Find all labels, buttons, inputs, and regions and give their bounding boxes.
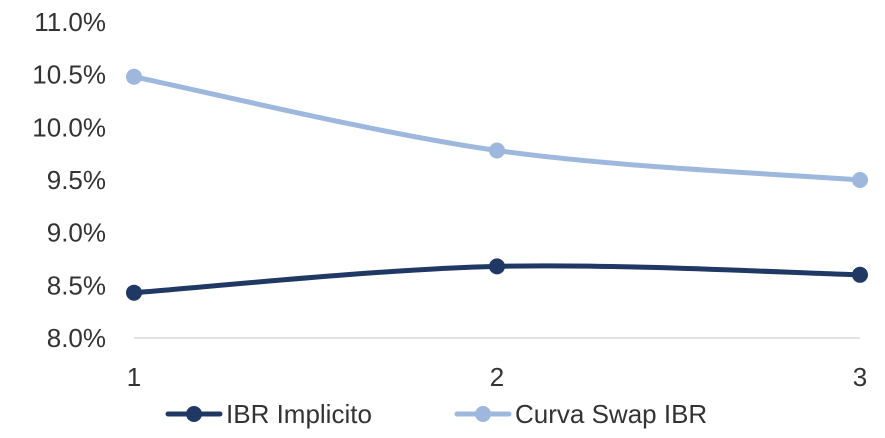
- legend-label: IBR Implicito: [226, 399, 372, 429]
- x-tick-label: 2: [490, 362, 504, 392]
- legend-item: Curva Swap IBR: [454, 399, 707, 429]
- x-axis-tick-labels: 1 2 3: [127, 362, 867, 392]
- y-tick-label: 11.0%: [34, 7, 106, 37]
- y-tick-label: 9.5%: [47, 165, 106, 195]
- data-point: [852, 172, 868, 188]
- legend-item: IBR Implicito: [165, 399, 372, 429]
- y-axis-tick-labels: 8.0% 8.5% 9.0% 9.5% 10.0% 10.5% 11.0%: [32, 7, 106, 353]
- data-point: [852, 266, 868, 283]
- series-1: [126, 68, 868, 188]
- legend: IBR Implicito Curva Swap IBR: [165, 399, 707, 429]
- y-tick-label: 9.0%: [47, 218, 106, 248]
- x-tick-label: 1: [127, 362, 141, 392]
- legend-label: Curva Swap IBR: [515, 399, 707, 429]
- data-point: [489, 142, 505, 159]
- data-point: [489, 258, 505, 275]
- legend-marker: [475, 406, 491, 422]
- data-point: [126, 284, 142, 301]
- series-layer: [126, 68, 868, 301]
- data-point: [126, 68, 142, 85]
- y-tick-label: 10.5%: [32, 60, 106, 90]
- y-tick-label: 10.0%: [32, 112, 106, 142]
- series-0: [126, 258, 868, 301]
- series-line: [131, 74, 863, 183]
- y-tick-label: 8.5%: [47, 270, 106, 300]
- legend-marker: [186, 406, 202, 422]
- x-tick-label: 3: [853, 362, 867, 392]
- y-tick-label: 8.0%: [47, 323, 106, 353]
